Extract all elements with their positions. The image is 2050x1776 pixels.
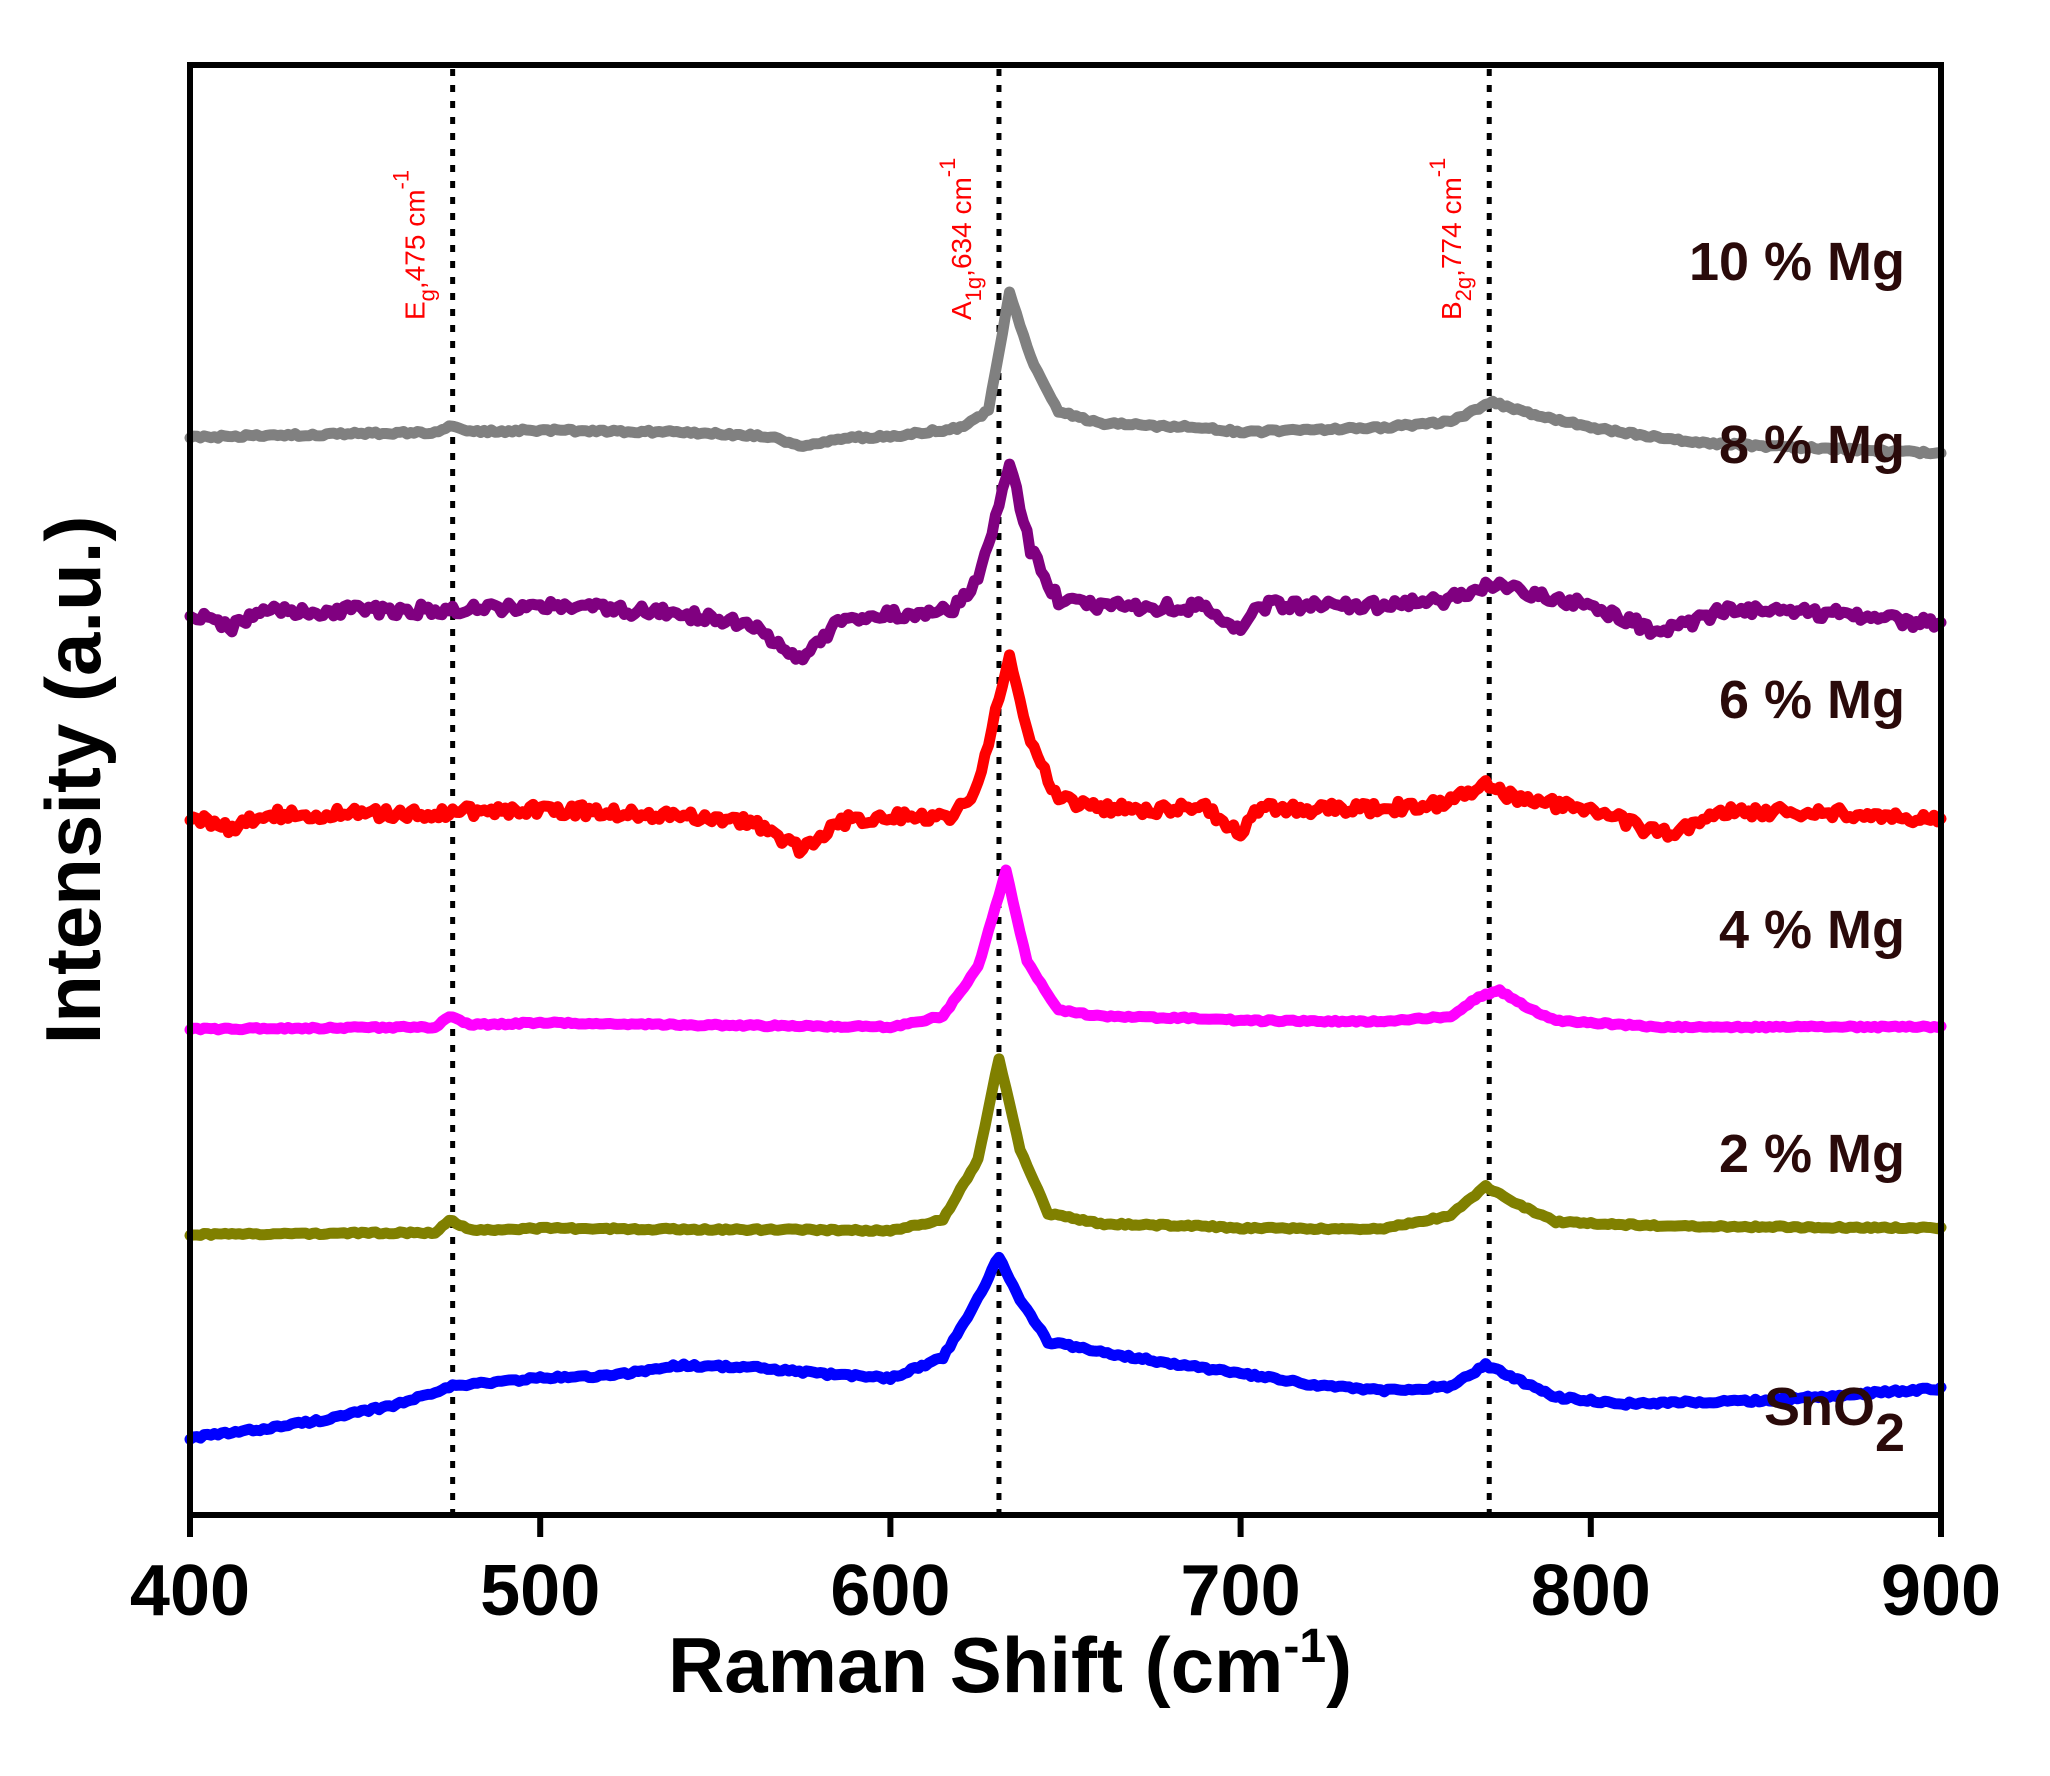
series-line-0 (184, 1251, 1947, 1445)
series-label-0: SnO2 (1764, 1377, 1905, 1463)
series-group (184, 286, 1947, 1445)
series-line-5 (184, 286, 1947, 460)
mode-label-1: A1g,634 cm-1 (935, 158, 986, 320)
plot-frame (187, 62, 1944, 1518)
mode-labels: Eg,475 cm-1 A1g,634 cm-1 B2g,774 cm-1 (389, 158, 1477, 320)
x-tick-label-700: 700 (1181, 1551, 1301, 1631)
x-axis-ticks: 400 500 600 700 800 900 (130, 1515, 2001, 1631)
series-line-3 (184, 649, 1947, 859)
series-label-5: 10 % Mg (1689, 232, 1905, 292)
series-line-4 (184, 458, 1947, 666)
mode-label-2: B2g,774 cm-1 (1425, 158, 1476, 320)
series-label-4: 8 % Mg (1719, 415, 1905, 475)
series-label-2: 4 % Mg (1719, 900, 1905, 960)
x-tick-label-400: 400 (130, 1551, 250, 1631)
series-label-1: 2 % Mg (1719, 1124, 1905, 1184)
series-line-1 (184, 1053, 1947, 1241)
x-axis-title: Raman Shift (cm-1) (668, 1620, 1352, 1709)
x-tick-label-500: 500 (480, 1551, 600, 1631)
y-axis-title: Intensity (a.u.) (29, 516, 117, 1045)
x-tick-label-600: 600 (830, 1551, 950, 1631)
series-label-3: 6 % Mg (1719, 670, 1905, 730)
x-tick-label-900: 900 (1881, 1551, 2001, 1631)
series-labels: SnO2 2 % Mg 4 % Mg 6 % Mg 8 % Mg 10 % Mg (1689, 232, 1905, 1463)
series-line-2 (184, 864, 1947, 1036)
x-tick-label-800: 800 (1531, 1551, 1651, 1631)
mode-label-0: Eg,475 cm-1 (389, 170, 440, 320)
